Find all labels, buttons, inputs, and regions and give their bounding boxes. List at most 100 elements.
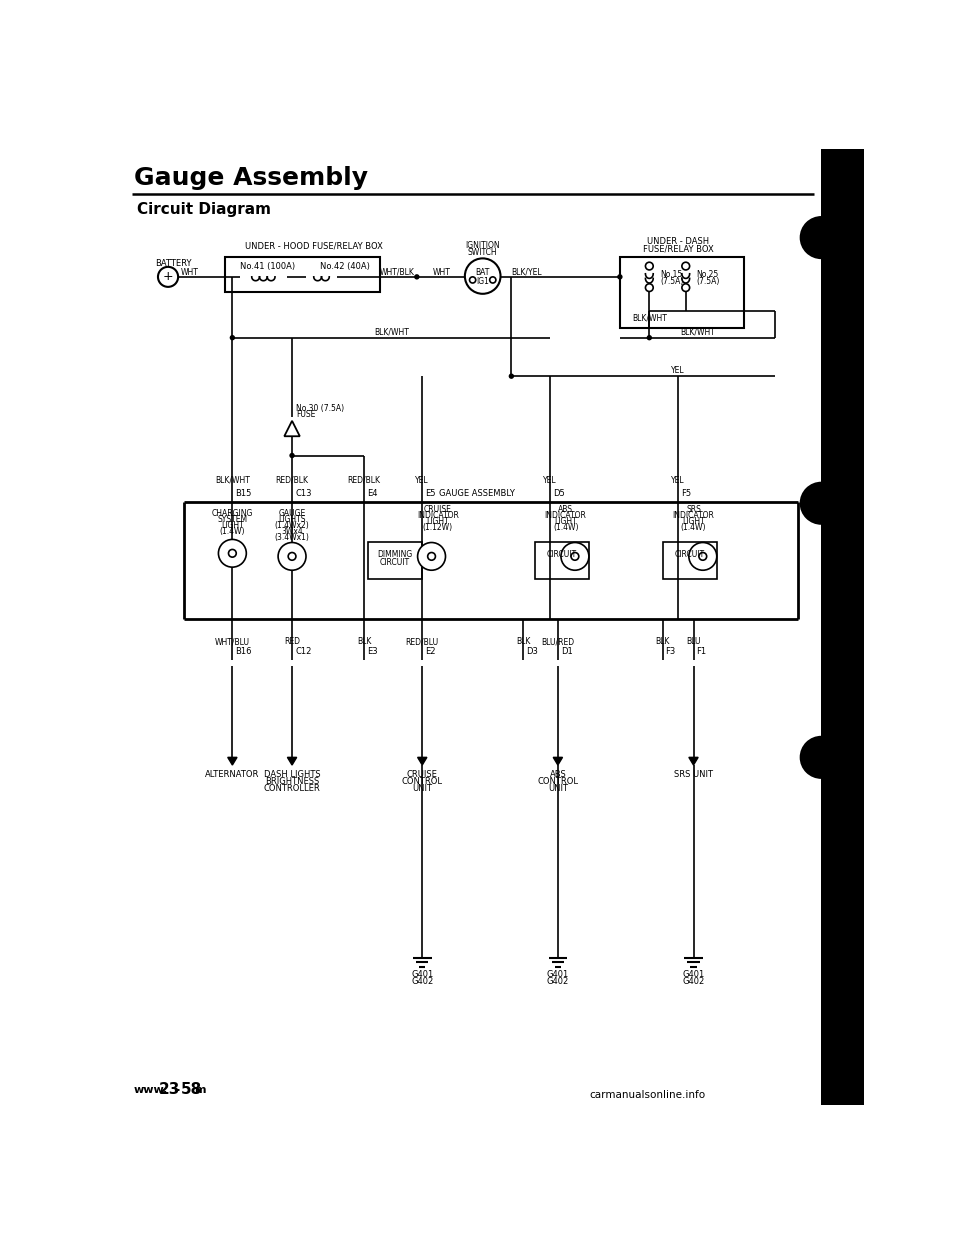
Text: D5: D5 <box>553 489 565 498</box>
Circle shape <box>289 453 295 458</box>
Text: No.15: No.15 <box>660 270 683 279</box>
Text: YEL: YEL <box>671 365 684 375</box>
Bar <box>225 257 379 292</box>
Text: YEL: YEL <box>416 476 429 484</box>
Circle shape <box>278 543 306 570</box>
Text: 23: 23 <box>158 1083 180 1098</box>
Text: D3: D3 <box>526 647 538 656</box>
Text: E2: E2 <box>425 647 436 656</box>
Text: YEL: YEL <box>543 476 557 484</box>
Text: BLK/WHT: BLK/WHT <box>632 314 667 323</box>
Text: BLK/WHT: BLK/WHT <box>680 327 715 337</box>
Text: BLK: BLK <box>516 637 530 646</box>
Circle shape <box>465 258 500 294</box>
Text: F5: F5 <box>681 489 691 498</box>
Text: E5: E5 <box>425 489 436 498</box>
Polygon shape <box>418 758 427 765</box>
Text: BRIGHTNESS: BRIGHTNESS <box>265 776 319 786</box>
Text: BAT: BAT <box>475 268 490 277</box>
Bar <box>368 542 422 579</box>
Text: CHARGING: CHARGING <box>212 509 253 518</box>
Text: SWITCH: SWITCH <box>468 247 497 257</box>
Text: LIGHT: LIGHT <box>683 517 705 527</box>
Text: UNIT: UNIT <box>412 784 432 792</box>
Text: INDICATOR: INDICATOR <box>544 510 587 520</box>
Text: F1: F1 <box>697 647 707 656</box>
Text: 3Wx4: 3Wx4 <box>281 528 303 537</box>
Text: BLU: BLU <box>686 637 701 646</box>
Text: 58: 58 <box>180 1083 202 1098</box>
Circle shape <box>509 374 515 379</box>
Text: SYSTEM: SYSTEM <box>217 515 248 524</box>
Text: CRUISE: CRUISE <box>423 505 452 514</box>
Circle shape <box>699 553 707 560</box>
Text: GAUGE: GAUGE <box>278 509 305 518</box>
Text: G401: G401 <box>683 970 705 979</box>
Text: GAUGE ASSEMBLY: GAUGE ASSEMBLY <box>439 489 515 498</box>
Polygon shape <box>553 758 563 765</box>
Text: LIGHT: LIGHT <box>221 522 244 530</box>
Circle shape <box>647 335 652 340</box>
Circle shape <box>288 553 296 560</box>
Text: INDICATOR: INDICATOR <box>417 510 459 520</box>
Text: UNDER - DASH: UNDER - DASH <box>647 237 709 246</box>
Circle shape <box>469 277 476 283</box>
Text: No.42 (40A): No.42 (40A) <box>320 262 370 271</box>
Text: G402: G402 <box>411 977 433 986</box>
Polygon shape <box>689 758 698 765</box>
Text: G401: G401 <box>411 970 433 979</box>
Text: RED/BLK: RED/BLK <box>348 476 380 484</box>
Text: C13: C13 <box>295 489 312 498</box>
Circle shape <box>645 262 653 270</box>
Text: B15: B15 <box>235 489 252 498</box>
Text: BLK: BLK <box>357 637 372 646</box>
Text: (7.5A): (7.5A) <box>660 277 684 286</box>
Text: IGNITION: IGNITION <box>466 241 500 250</box>
Circle shape <box>490 277 496 283</box>
Text: CRUISE: CRUISE <box>407 770 438 779</box>
Text: (7.5A): (7.5A) <box>697 277 720 286</box>
Text: F3: F3 <box>665 647 676 656</box>
Bar <box>535 542 588 579</box>
Text: Circuit Diagram: Circuit Diagram <box>137 201 271 216</box>
Text: Gauge Assembly: Gauge Assembly <box>134 166 368 190</box>
Text: DIMMING: DIMMING <box>377 550 413 559</box>
Text: BATTERY: BATTERY <box>155 258 191 267</box>
Text: CIRCUIT: CIRCUIT <box>380 558 410 568</box>
Text: RED/BLU: RED/BLU <box>406 637 439 646</box>
Circle shape <box>645 283 653 292</box>
Text: (3.4Wx1): (3.4Wx1) <box>275 533 309 543</box>
Bar <box>620 257 744 328</box>
Circle shape <box>617 274 623 279</box>
Text: G402: G402 <box>683 977 705 986</box>
Circle shape <box>800 216 843 260</box>
Text: WHT/BLU: WHT/BLU <box>215 637 250 646</box>
Circle shape <box>228 549 236 558</box>
Text: (1.4Wx2): (1.4Wx2) <box>275 522 309 530</box>
Circle shape <box>219 539 247 568</box>
Text: -: - <box>173 1083 180 1098</box>
Text: WHT: WHT <box>180 268 199 277</box>
Polygon shape <box>228 758 237 765</box>
Text: ABS: ABS <box>549 770 566 779</box>
Text: No.25: No.25 <box>697 270 719 279</box>
Text: UNDER - HOOD FUSE/RELAY BOX: UNDER - HOOD FUSE/RELAY BOX <box>245 241 383 251</box>
Text: BLU/RED: BLU/RED <box>541 637 574 646</box>
Text: BLK/WHT: BLK/WHT <box>215 476 250 484</box>
Text: CONTROL: CONTROL <box>401 776 443 786</box>
Circle shape <box>689 543 717 570</box>
Text: RED/BLK: RED/BLK <box>276 476 308 484</box>
Text: (1.4W): (1.4W) <box>553 523 578 533</box>
Text: (1.4W): (1.4W) <box>220 528 245 537</box>
Text: SRS: SRS <box>686 505 701 514</box>
Text: (1.12W): (1.12W) <box>422 523 453 533</box>
Text: IG1: IG1 <box>476 277 490 286</box>
Text: INDICATOR: INDICATOR <box>673 510 714 520</box>
Text: BLK: BLK <box>656 637 670 646</box>
Text: m: m <box>194 1086 205 1095</box>
Circle shape <box>229 335 235 340</box>
Circle shape <box>800 735 843 779</box>
Text: CIRCUIT: CIRCUIT <box>546 550 577 559</box>
Circle shape <box>561 543 588 570</box>
Circle shape <box>427 553 436 560</box>
